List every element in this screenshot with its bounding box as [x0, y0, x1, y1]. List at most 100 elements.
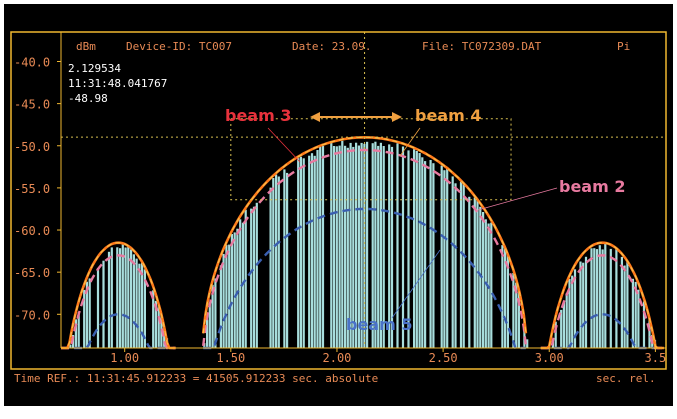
signal-bar: [206, 319, 209, 348]
signal-bar: [366, 141, 369, 348]
signal-bar: [424, 161, 427, 348]
beam4-label: beam 4: [415, 106, 481, 125]
arrow-left-head: [310, 112, 320, 122]
cursor-y-readout: -48.98: [68, 92, 108, 105]
signal-bar: [517, 291, 520, 348]
signal-bar: [648, 317, 651, 348]
signal-bar: [308, 155, 311, 348]
beam5-model-curve: [203, 207, 526, 350]
time-reference: Time REF.: 11:31:45.912233 = 41505.91223…: [14, 372, 378, 385]
signal-bar: [319, 146, 322, 348]
signal-bar: [228, 244, 231, 348]
signal-bar: [332, 146, 336, 348]
signal-bar: [83, 289, 86, 348]
unit-label: dBm: [76, 40, 96, 53]
beam-measured-curve: [540, 241, 664, 350]
signal-bar: [211, 284, 214, 348]
signal-bar: [631, 278, 634, 348]
signal-bar: [107, 251, 111, 348]
signal-bar: [443, 170, 446, 348]
signal-bar: [604, 243, 607, 348]
signal-bar: [297, 158, 300, 348]
signal-bar: [349, 142, 352, 348]
y-tick-label: -60.0: [14, 224, 50, 238]
signal-bar: [554, 321, 557, 348]
y-tick-label: -55.0: [14, 182, 50, 196]
signal-bar: [579, 261, 582, 348]
signal-bar: [623, 265, 626, 348]
signal-bar: [163, 326, 166, 348]
signal-bar: [143, 269, 146, 348]
signal-bar: [219, 265, 222, 348]
signal-bar: [69, 344, 72, 348]
signal-bar: [344, 145, 347, 348]
signal-bar: [429, 160, 432, 348]
signal-bar: [413, 149, 416, 348]
signal-bar: [269, 187, 272, 348]
signal-bar: [390, 146, 394, 348]
signal-bar: [490, 222, 493, 348]
signal-bar: [239, 219, 242, 348]
date-label: Date: 23.09.: [292, 40, 371, 53]
signal-bar: [595, 249, 599, 348]
signal-bar: [222, 253, 225, 348]
x-tick-label: 3.5: [645, 351, 667, 365]
beam3-label: beam 3: [225, 106, 291, 125]
signal-bar: [286, 172, 289, 348]
signal-bar: [590, 248, 593, 348]
y-tick-label: -45.0: [14, 98, 50, 112]
signal-bar: [255, 202, 258, 348]
beam3-leader: [267, 127, 301, 163]
signal-bar: [582, 262, 585, 348]
signal-bar: [468, 196, 471, 348]
signal-bar: [302, 158, 305, 348]
beam5-leader: [391, 249, 441, 319]
signal-bar: [357, 145, 360, 348]
signal-bar: [377, 145, 380, 348]
signal-bar: [482, 212, 485, 348]
signal-bar: [355, 142, 358, 348]
signal-bar: [598, 245, 601, 348]
signal-bar: [330, 142, 333, 348]
signal-bar: [230, 234, 233, 348]
signal-bar: [418, 153, 421, 348]
y-tick-label: -50.0: [14, 140, 50, 154]
signal-bar: [454, 183, 457, 348]
signal-bar: [321, 145, 325, 348]
signal-bar: [96, 267, 100, 348]
signal-bar: [396, 143, 399, 348]
signal-bar: [584, 256, 588, 348]
arrow-right-head: [392, 112, 402, 122]
signal-bar: [335, 146, 338, 348]
signal-bar: [208, 302, 211, 348]
signal-bar: [388, 144, 391, 348]
y-tick-label: -40.0: [14, 55, 50, 69]
signal-bar: [283, 169, 286, 348]
signal-bar: [77, 312, 80, 348]
signal-bar: [565, 293, 568, 348]
signal-bar: [421, 157, 424, 348]
signal-bar: [341, 140, 344, 348]
signal-bar: [338, 145, 341, 348]
signal-bar: [310, 153, 314, 348]
signal-bar: [225, 244, 228, 348]
signal-bar: [152, 290, 155, 348]
signal-bar: [277, 176, 280, 348]
signal-bar: [571, 275, 574, 348]
device-id: Device-ID: TC007: [126, 40, 232, 53]
signal-bar: [501, 245, 504, 348]
signal-bar: [138, 263, 141, 348]
signal-bar: [272, 178, 275, 348]
x-tick-label: 2.50: [429, 351, 458, 365]
signal-bar: [523, 321, 526, 348]
signal-bar: [127, 246, 130, 348]
signal-bar: [642, 301, 646, 348]
signal-bar: [74, 319, 77, 348]
signal-bar: [432, 163, 435, 348]
y-tick-label: -65.0: [14, 266, 50, 280]
signal-bar: [214, 278, 217, 348]
signal-bar: [407, 150, 410, 348]
signal-bar: [504, 248, 507, 348]
signal-bar: [560, 309, 563, 348]
